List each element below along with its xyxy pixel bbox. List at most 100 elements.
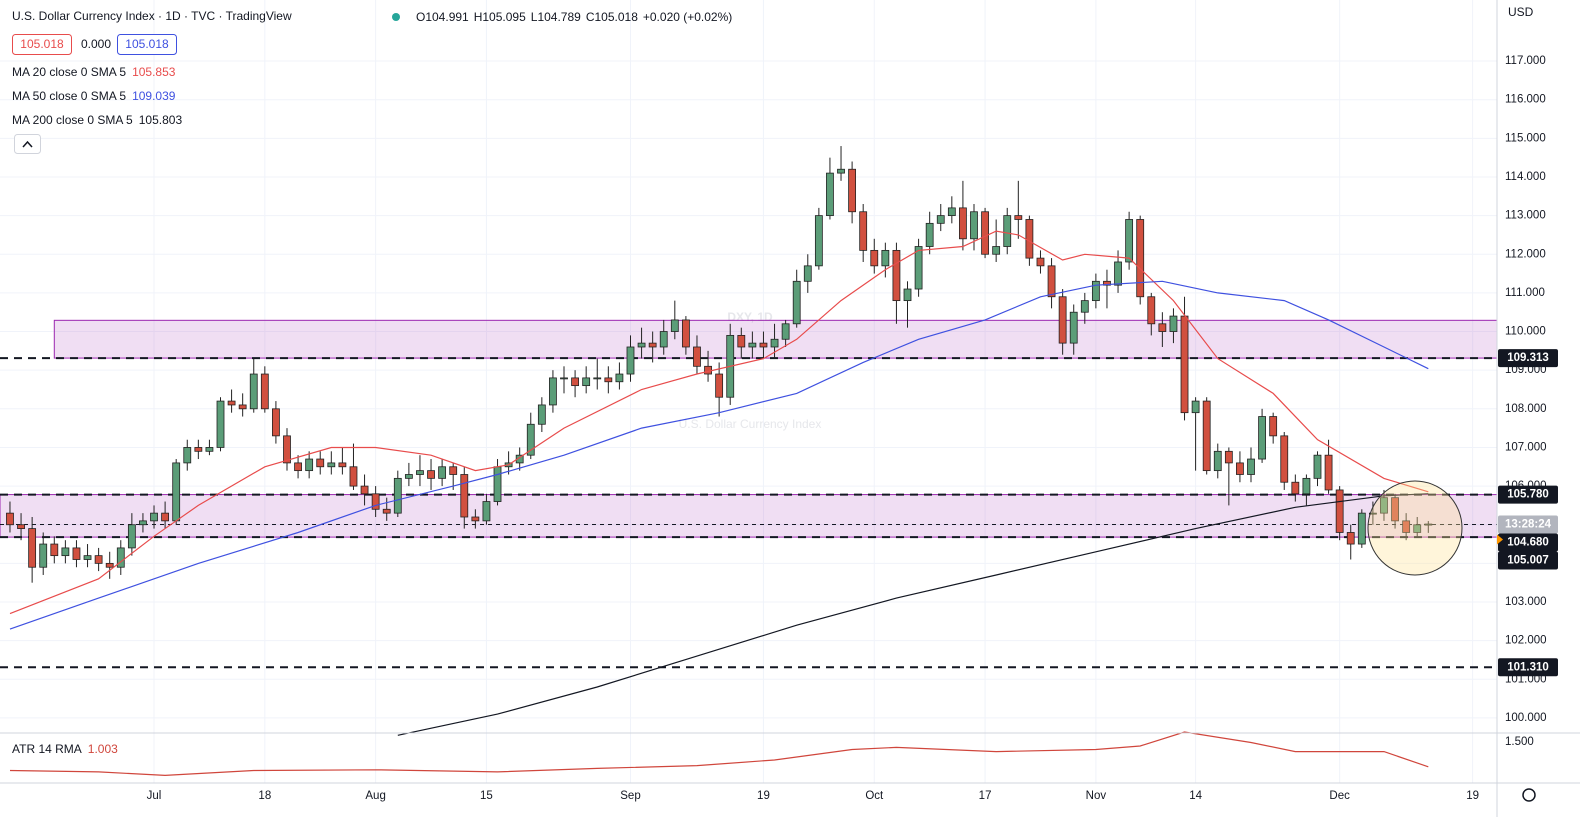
collapse-icon [22, 140, 33, 148]
x-tick-label: Sep [620, 790, 640, 802]
x-tick-label: Nov [1086, 790, 1107, 802]
level-label-box [1498, 349, 1558, 368]
candle-body [105, 562, 114, 568]
candle-body [1380, 497, 1388, 514]
level-label-box [1498, 485, 1558, 504]
candle-body [1036, 257, 1045, 267]
candle-body [316, 458, 325, 468]
candle-body [294, 462, 302, 472]
candle-body [427, 470, 435, 479]
candle-body [1058, 296, 1067, 344]
candle-body [161, 512, 170, 522]
candle-body [1147, 296, 1156, 325]
y-tick-label: 114.000 [1505, 171, 1546, 183]
atr-line [9, 731, 1429, 777]
buy-box[interactable] [117, 34, 177, 55]
candle-body [715, 373, 724, 398]
legend-name: MA 50 close 0 SMA 5 [12, 89, 126, 103]
y-tick-label: 115.000 [1505, 132, 1546, 144]
buy-price: 105.018 [125, 37, 169, 51]
y-tick-label: 102.000 [1505, 635, 1547, 647]
candle-body [748, 342, 757, 348]
candle-body [1335, 489, 1344, 533]
atr-value: 1.003 [88, 742, 118, 756]
candle-body [803, 265, 812, 282]
y-tick-label: 113.000 [1505, 210, 1546, 222]
chart-title: U.S. Dollar Currency Index · 1D · TVC · … [12, 9, 292, 23]
x-tick-label: Jul [147, 790, 162, 802]
candle-body [881, 249, 890, 267]
settings-icon[interactable] [1522, 788, 1536, 802]
candle-body [792, 280, 801, 325]
candle-body [17, 524, 25, 529]
candle-body [449, 466, 458, 475]
candle-body [50, 543, 59, 557]
candle-body [571, 377, 579, 387]
candle-body [593, 377, 602, 380]
candle-body [925, 222, 934, 247]
open: O104.991 [416, 10, 469, 24]
change: +0.020 (+0.02%) [643, 10, 732, 24]
candle-body [837, 168, 845, 174]
sell-box[interactable] [12, 34, 72, 55]
candle-body [770, 338, 779, 348]
candle-body [438, 466, 447, 479]
candle-body [604, 377, 613, 383]
candle-body [1258, 416, 1266, 460]
candle-body [637, 342, 646, 348]
candle-body [471, 516, 480, 522]
x-tick-label: Aug [365, 790, 385, 802]
countdown-label: 13:28:24 [1505, 518, 1552, 530]
candle-body [981, 211, 989, 255]
sell-price: 105.018 [20, 37, 64, 51]
candle-body [826, 172, 834, 217]
candle-body [870, 249, 879, 267]
x-tick-label: 18 [258, 790, 271, 802]
moving-average [397, 493, 1429, 736]
candle-body [1368, 512, 1377, 515]
y-tick-label: 107.000 [1505, 441, 1547, 453]
x-tick-label: 19 [1466, 790, 1479, 802]
candle-body [205, 447, 214, 452]
candle-body [139, 520, 147, 526]
legend-value: 105.803 [139, 113, 183, 127]
high: H105.095 [474, 10, 526, 24]
candle-body [1313, 454, 1322, 479]
level-label: 105.780 [1507, 489, 1549, 501]
legend-name: MA 200 close 0 SMA 5 [12, 113, 133, 127]
candle-body [382, 508, 391, 514]
x-tick-label: 14 [1189, 790, 1202, 802]
candle-body [404, 474, 413, 479]
candle-body [1180, 315, 1189, 414]
candle-body [1080, 300, 1089, 313]
candle-body [127, 524, 136, 549]
candle-body [1324, 454, 1333, 491]
candle-body [759, 342, 768, 348]
currency[interactable]: USD [1508, 5, 1534, 19]
candle-body [194, 447, 203, 452]
candle-body [615, 373, 624, 383]
level-label: 104.680 [1507, 536, 1549, 548]
level-label-box [1498, 658, 1558, 677]
candle-body [272, 408, 280, 437]
candle-body [1114, 261, 1122, 286]
candle-body [537, 404, 546, 425]
candle-body [1169, 315, 1178, 332]
y-tick-label: 111.000 [1505, 287, 1545, 299]
candle-body [238, 404, 247, 410]
candle-body [28, 528, 37, 568]
x-tick-label: 15 [480, 790, 493, 802]
candle-body [227, 400, 236, 406]
candle-body [1158, 323, 1167, 332]
candle-body [936, 215, 945, 224]
candle-body [183, 447, 192, 464]
candle-body [61, 547, 70, 557]
collapse-button[interactable] [14, 134, 41, 154]
candle-body [94, 555, 103, 564]
candle-body [947, 207, 956, 217]
x-tick-label: Dec [1329, 790, 1350, 802]
candle-body [1346, 532, 1355, 545]
candle-body [416, 470, 424, 475]
countdown-label-box [1498, 515, 1558, 534]
